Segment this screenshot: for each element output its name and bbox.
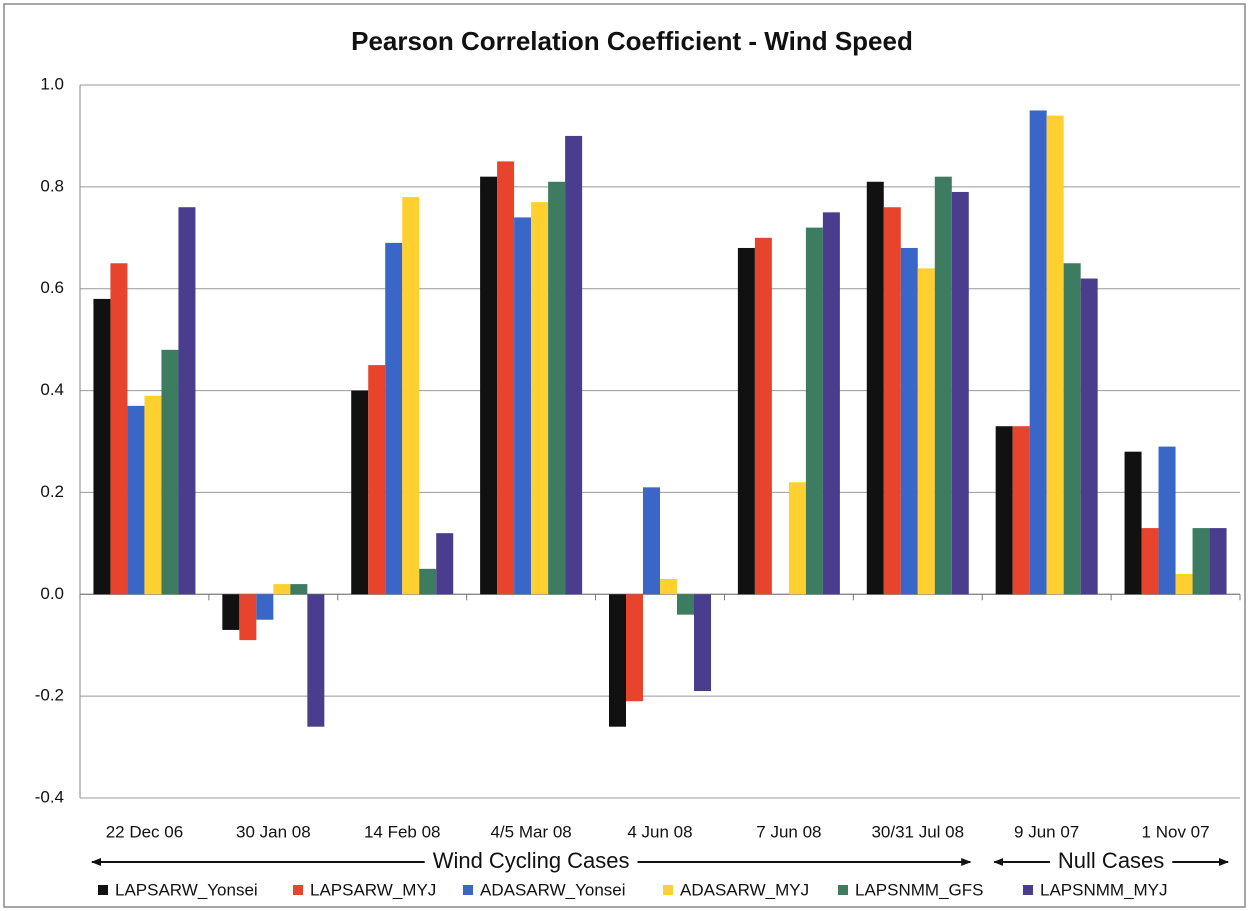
legend-label: LAPSARW_MYJ — [310, 880, 436, 899]
bar — [660, 579, 677, 595]
x-tick-label: 1 Nov 07 — [1142, 822, 1210, 841]
bar — [368, 365, 386, 595]
bar — [531, 202, 549, 595]
chart-title: Pearson Correlation Coefficient - Wind S… — [351, 26, 913, 56]
bar — [385, 242, 403, 595]
bar — [1080, 278, 1098, 595]
bar — [93, 298, 111, 595]
bar — [788, 482, 806, 595]
bar — [497, 161, 515, 595]
x-tick-label: 30 Jan 08 — [236, 822, 311, 841]
legend-swatch — [98, 885, 108, 895]
legend-label: LAPSARW_Yonsei — [115, 880, 258, 899]
bar — [1175, 573, 1193, 595]
bar — [419, 568, 437, 595]
bar — [144, 395, 162, 595]
bar — [178, 207, 196, 595]
bar — [436, 533, 454, 595]
y-tick-label: -0.4 — [35, 787, 64, 806]
bar — [1158, 446, 1176, 595]
x-tick-label: 7 Jun 08 — [756, 822, 821, 841]
y-tick-label: 0.0 — [40, 584, 64, 603]
bar — [307, 594, 325, 727]
legend-label: ADASARW_Yonsei — [480, 880, 626, 899]
bar — [565, 135, 583, 595]
bar — [127, 405, 145, 595]
legend-swatch — [838, 885, 848, 895]
bar — [548, 181, 566, 595]
bar — [161, 349, 179, 595]
x-tick-label: 9 Jun 07 — [1014, 822, 1079, 841]
bar — [110, 263, 128, 595]
bar — [1046, 115, 1064, 595]
bar — [951, 191, 969, 595]
y-tick-label: 0.2 — [40, 482, 64, 501]
x-tick-label: 22 Dec 06 — [106, 822, 184, 841]
y-tick-label: -0.2 — [35, 686, 64, 705]
bar — [514, 217, 532, 595]
bar — [866, 181, 884, 595]
bar — [822, 212, 840, 595]
x-tick-label: 30/31 Jul 08 — [871, 822, 964, 841]
bar — [917, 268, 935, 595]
bar — [256, 594, 274, 620]
bar — [351, 390, 369, 595]
bar — [1209, 528, 1227, 595]
bar — [290, 584, 308, 595]
annotation: Wind Cycling Cases — [433, 848, 630, 873]
x-tick-label: 4/5 Mar 08 — [490, 822, 571, 841]
bar — [609, 594, 626, 727]
annotation: Null Cases — [1058, 848, 1164, 873]
y-tick-label: 0.8 — [40, 176, 64, 195]
bar — [995, 426, 1013, 595]
legend-label: LAPSNMM_GFS — [855, 880, 983, 899]
bar — [900, 247, 918, 595]
bar — [239, 594, 257, 641]
x-tick-label: 4 Jun 08 — [627, 822, 692, 841]
legend-swatch — [463, 885, 473, 895]
bar — [1192, 528, 1210, 595]
y-tick-label: 0.6 — [40, 278, 64, 297]
bar — [934, 176, 952, 595]
legend-swatch — [1023, 885, 1033, 895]
bar — [626, 594, 643, 702]
x-tick-label: 14 Feb 08 — [364, 822, 441, 841]
legend-label: ADASARW_MYJ — [680, 880, 809, 899]
bar — [1012, 426, 1030, 595]
bar — [677, 594, 694, 615]
bar — [1141, 528, 1159, 595]
bar — [1124, 451, 1142, 595]
bar — [480, 176, 498, 595]
legend-label: LAPSNMM_MYJ — [1040, 880, 1168, 899]
bar — [222, 594, 240, 630]
bar — [805, 227, 823, 595]
legend-swatch — [293, 885, 303, 895]
bar — [883, 207, 901, 595]
bar — [1063, 263, 1081, 595]
legend-swatch — [663, 885, 673, 895]
bar — [694, 594, 711, 692]
bar — [1029, 110, 1047, 595]
bar — [737, 247, 755, 595]
y-tick-label: 0.4 — [40, 380, 64, 399]
bar — [643, 487, 660, 595]
y-tick-label: 1.0 — [40, 74, 64, 93]
bar — [402, 197, 420, 595]
bar — [273, 584, 291, 595]
bar — [754, 237, 772, 595]
